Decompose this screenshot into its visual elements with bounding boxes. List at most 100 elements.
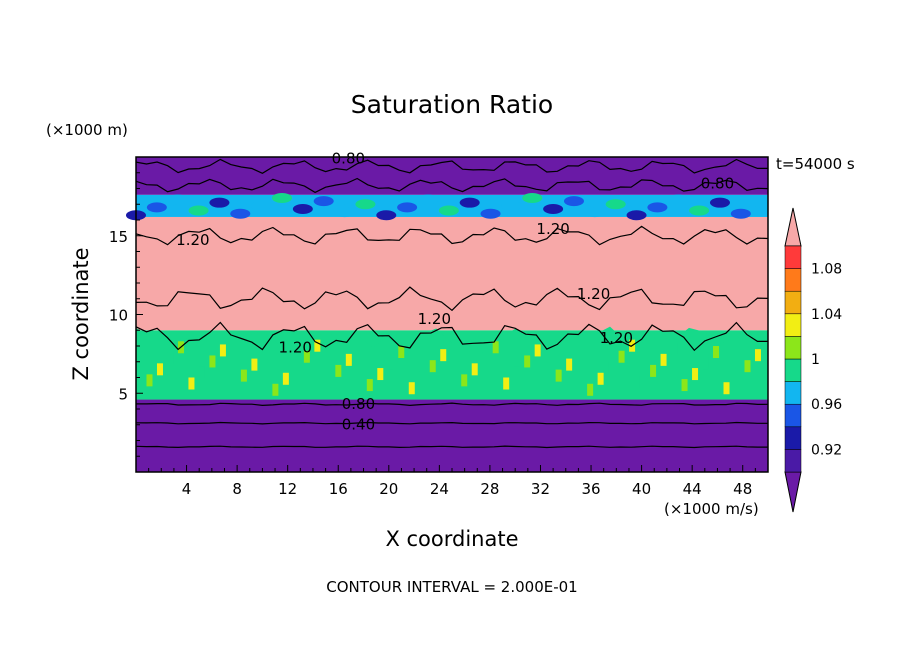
field-cell [480, 208, 501, 219]
colorbar-tick-label: 0.92 [811, 442, 842, 458]
contour-line-7 [135, 445, 768, 449]
field-cell [397, 202, 418, 213]
field-cell [681, 379, 688, 392]
field-cell [417, 194, 438, 205]
colorbar-tick-label: 1 [811, 352, 820, 368]
x-tick-label: 4 [182, 480, 192, 498]
x-tick-label: 40 [632, 480, 651, 498]
contour-line-6 [135, 421, 768, 425]
field-cell [597, 372, 604, 385]
field-cell [461, 374, 468, 387]
field-cell [230, 208, 251, 219]
field-cell [251, 200, 272, 211]
field-cell [522, 192, 543, 203]
field-cell [709, 197, 730, 208]
field-cell [492, 341, 499, 354]
colorbar-tick-label: 0.96 [811, 397, 842, 413]
contour-line-4 [135, 321, 768, 352]
field-cell [587, 383, 594, 396]
y-axis-label: Z coordinate [69, 247, 93, 380]
colorbar-tick-label: 1.04 [811, 307, 842, 323]
contour-label-9: 0.40 [342, 415, 375, 433]
field-cell [261, 347, 268, 360]
field-cell [647, 202, 668, 213]
x-tick-label: 16 [329, 480, 348, 498]
field-cell [450, 385, 457, 398]
contour-label-7: 1.20 [600, 329, 633, 347]
colorbar-swatch [784, 449, 802, 473]
y-tick-label: 5 [118, 385, 128, 403]
colorbar-swatch [784, 313, 802, 337]
field-cell [618, 350, 625, 363]
contour-line-2 [135, 225, 769, 246]
x-tick-label: 28 [480, 480, 499, 498]
field-cell [713, 346, 720, 358]
x-unit-label: (×1000 m/s) [664, 500, 759, 518]
field-cell [146, 374, 153, 387]
x-tick-label: 8 [232, 480, 242, 498]
field-cell [219, 344, 226, 357]
field-band-0 [136, 399, 768, 472]
field-cell [377, 368, 384, 381]
colorbar-swatch [784, 403, 802, 428]
field-cell [626, 210, 647, 221]
field-cell [744, 360, 751, 373]
field-cell [668, 194, 689, 205]
colorbar-swatch [784, 358, 802, 382]
colorbar-swatch [784, 336, 802, 360]
field-cell [313, 196, 334, 207]
field-cell [303, 350, 310, 363]
field-cell [576, 347, 583, 360]
field-cell [555, 369, 562, 382]
colorbar-swatch [784, 426, 802, 450]
plot-area: 0.80 0.80 1.20 1.20 1.20 1.20 1.20 1.20 0.80 0.40 [126, 149, 769, 473]
field-cell [188, 205, 209, 216]
field-cell [272, 383, 279, 396]
field-cell [282, 372, 289, 385]
contour-label-6: 1.20 [279, 338, 312, 356]
field-cell [271, 192, 292, 203]
field-cell [156, 363, 163, 376]
field-cell [167, 352, 174, 365]
field-cell [543, 203, 564, 214]
field-cell [692, 368, 699, 381]
colorbar-swatch [784, 381, 802, 405]
field-cell [398, 346, 405, 358]
contour-label-4: 1.20 [577, 285, 610, 303]
field-cell [440, 349, 447, 362]
field-cell [563, 196, 584, 207]
field-cell [366, 379, 373, 392]
field-cell [356, 342, 363, 355]
field-cell [501, 200, 522, 211]
field-cell [335, 364, 342, 377]
field-cell [754, 349, 761, 362]
contour-label-1: 0.80 [701, 175, 734, 193]
x-tick-label: 32 [531, 480, 550, 498]
field-cell [702, 357, 709, 370]
field-cell [209, 197, 230, 208]
x-tick-label: 20 [379, 480, 398, 498]
field-cell [146, 202, 167, 213]
colorbar-over-arrow [784, 207, 802, 247]
contour-label-2: 1.20 [176, 231, 209, 249]
field-cell [482, 352, 489, 365]
y-tick-label: 15 [109, 228, 128, 246]
colorbar-swatch [784, 290, 802, 315]
field-cell [230, 380, 237, 393]
time-label: t=54000 s [776, 155, 855, 173]
contour-line-5 [136, 402, 769, 407]
y-unit-label: (×1000 m) [46, 121, 128, 139]
chart-title: Saturation Ratio [351, 90, 553, 119]
colorbar-tick-label: 1.08 [811, 262, 842, 278]
x-tick-label: 48 [733, 480, 752, 498]
contour-label-0: 0.80 [332, 149, 365, 167]
x-axis-label: X coordinate [385, 527, 518, 551]
field-cell [545, 380, 552, 393]
field-cell [355, 199, 376, 210]
field-cell [198, 366, 205, 379]
field-cell [660, 353, 667, 366]
contour-label-8: 0.80 [342, 395, 375, 413]
field-cell [639, 375, 646, 388]
contour-label-5: 1.20 [418, 310, 451, 328]
